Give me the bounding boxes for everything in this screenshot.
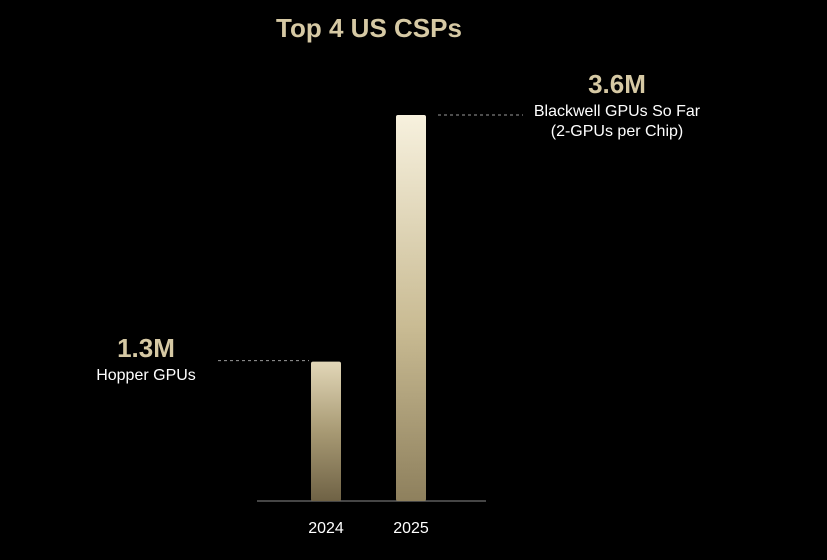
annotation-2025-1: (2-GPUs per Chip) [551,123,683,140]
x-tick-label-2024: 2024 [308,520,344,537]
bar-2024 [311,361,341,501]
value-label-2025: 3.6M [588,69,646,99]
annotation-2024-0: Hopper GPUs [96,367,196,384]
chart-title: Top 4 US CSPs [276,13,462,43]
bar-2025 [396,115,426,501]
value-label-2024: 1.3M [117,333,175,363]
annotation-2025-0: Blackwell GPUs So Far [534,103,701,120]
x-tick-label-2025: 2025 [393,520,429,537]
